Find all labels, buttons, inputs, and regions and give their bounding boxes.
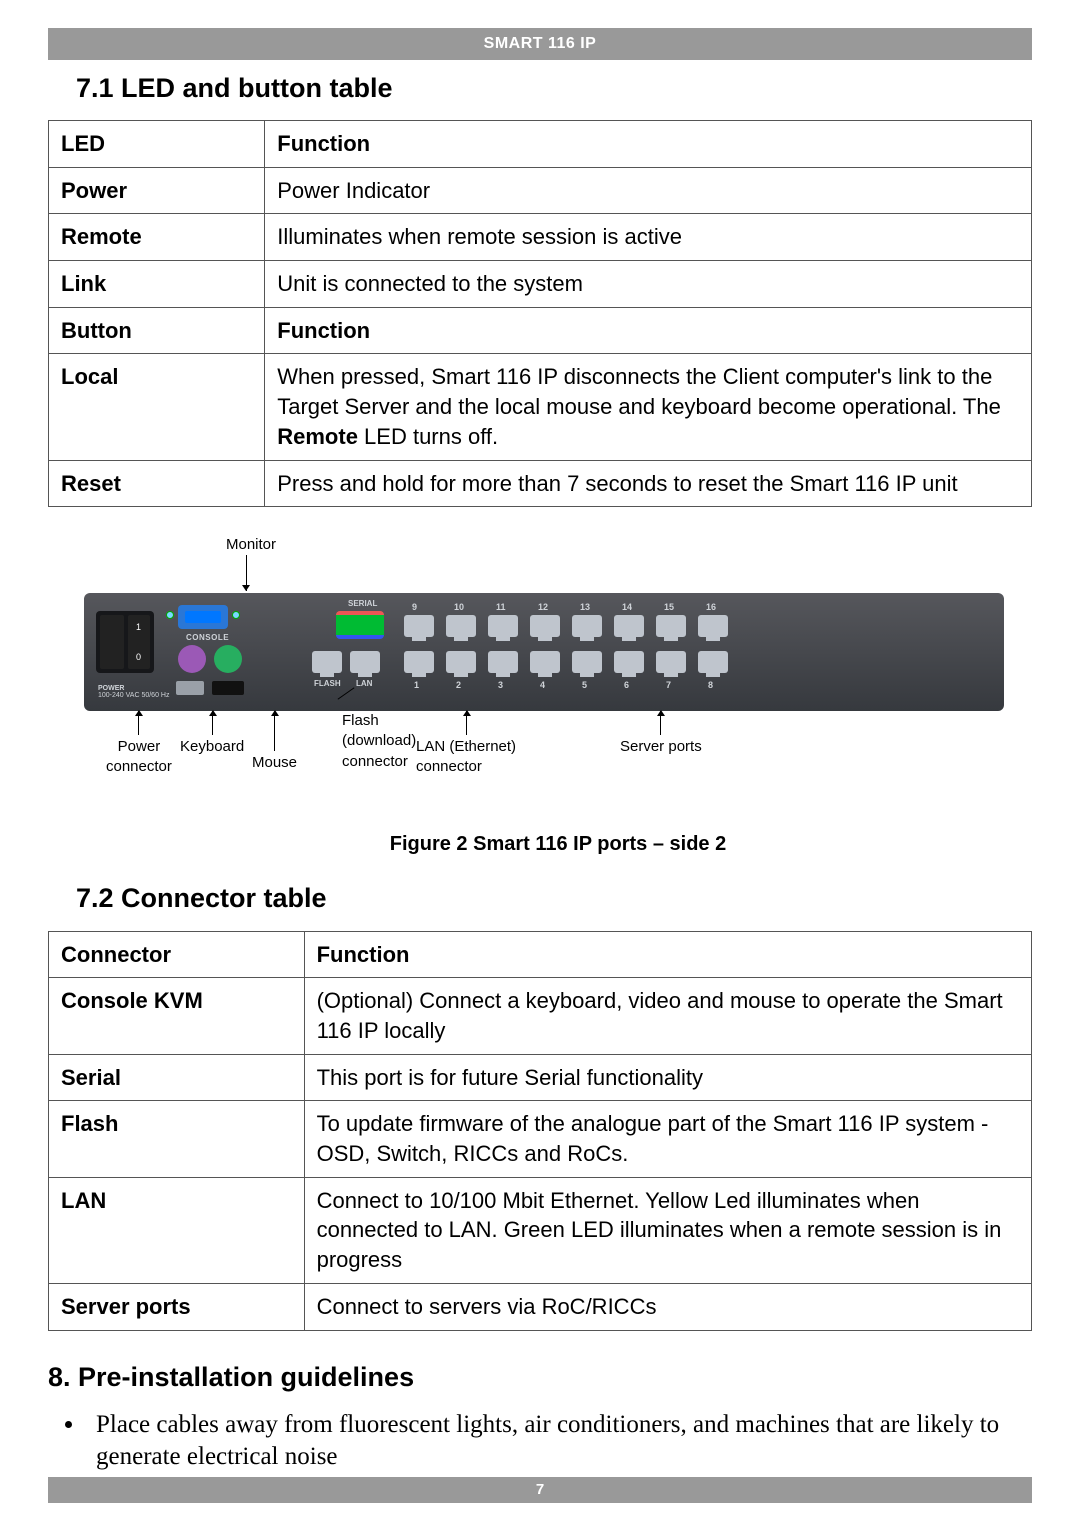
- th-function: Function: [304, 931, 1031, 978]
- label-monitor: Monitor: [226, 535, 276, 555]
- table-row: SerialThis port is for future Serial fun…: [49, 1054, 1032, 1101]
- serial-port-icon: [336, 611, 384, 639]
- table-row: Console KVM(Optional) Connect a keyboard…: [49, 978, 1032, 1054]
- table-row: Server portsConnect to servers via RoC/R…: [49, 1283, 1032, 1330]
- th-connector: Connector: [49, 931, 305, 978]
- rj45-icon: [350, 651, 380, 673]
- table-header-row: Button Function: [49, 307, 1032, 354]
- th-led: LED: [49, 121, 265, 168]
- label-power-connector: Powerconnector: [106, 711, 172, 778]
- section-8-title: 8. Pre-installation guidelines: [48, 1359, 1032, 1395]
- page-header: SMART 116 IP: [48, 28, 1032, 60]
- th-button: Button: [49, 307, 265, 354]
- label-flash: Flash(download)connector: [342, 711, 416, 772]
- figure-caption: Figure 2 Smart 116 IP ports – side 2: [84, 831, 1032, 858]
- th-function: Function: [265, 307, 1032, 354]
- table-row: FlashTo update firmware of the analogue …: [49, 1101, 1032, 1177]
- ps2-port-icon: [214, 645, 242, 673]
- section-7-2-title: 7.2 Connector table: [76, 880, 1032, 916]
- guidelines-list: Place cables away from fluorescent light…: [86, 1409, 1032, 1474]
- table-row: ResetPress and hold for more than 7 seco…: [49, 460, 1032, 507]
- device-diagram: CONSOLE POWER100-240 VAC 50/60 Hz SERIAL…: [84, 593, 1004, 711]
- table-row: LANConnect to 10/100 Mbit Ethernet. Yell…: [49, 1177, 1032, 1283]
- label-mouse: Mouse: [252, 711, 297, 773]
- page-footer: 7: [48, 1477, 1032, 1503]
- table-header-row: LED Function: [49, 121, 1032, 168]
- figure-2: Monitor CONSOLE POWER100-240 VAC 50/60 H…: [84, 535, 1032, 858]
- rj45-icon: [312, 651, 342, 673]
- section-7-1-title: 7.1 LED and button table: [76, 70, 1032, 106]
- ps2-port-icon: [178, 645, 206, 673]
- th-function: Function: [265, 121, 1032, 168]
- led-button-table: LED Function PowerPower Indicator Remote…: [48, 120, 1032, 507]
- label-keyboard: Keyboard: [180, 711, 244, 757]
- connector-table: Connector Function Console KVM(Optional)…: [48, 931, 1032, 1331]
- list-item: Place cables away from fluorescent light…: [86, 1409, 1032, 1474]
- vga-port-icon: [178, 605, 228, 629]
- table-row: PowerPower Indicator: [49, 167, 1032, 214]
- table-header-row: Connector Function: [49, 931, 1032, 978]
- table-row: Local When pressed, Smart 116 IP disconn…: [49, 354, 1032, 460]
- table-row: RemoteIlluminates when remote session is…: [49, 214, 1032, 261]
- table-row: LinkUnit is connected to the system: [49, 261, 1032, 308]
- label-lan: LAN (Ethernet)connector: [416, 711, 516, 778]
- label-server-ports: Server ports: [620, 711, 702, 757]
